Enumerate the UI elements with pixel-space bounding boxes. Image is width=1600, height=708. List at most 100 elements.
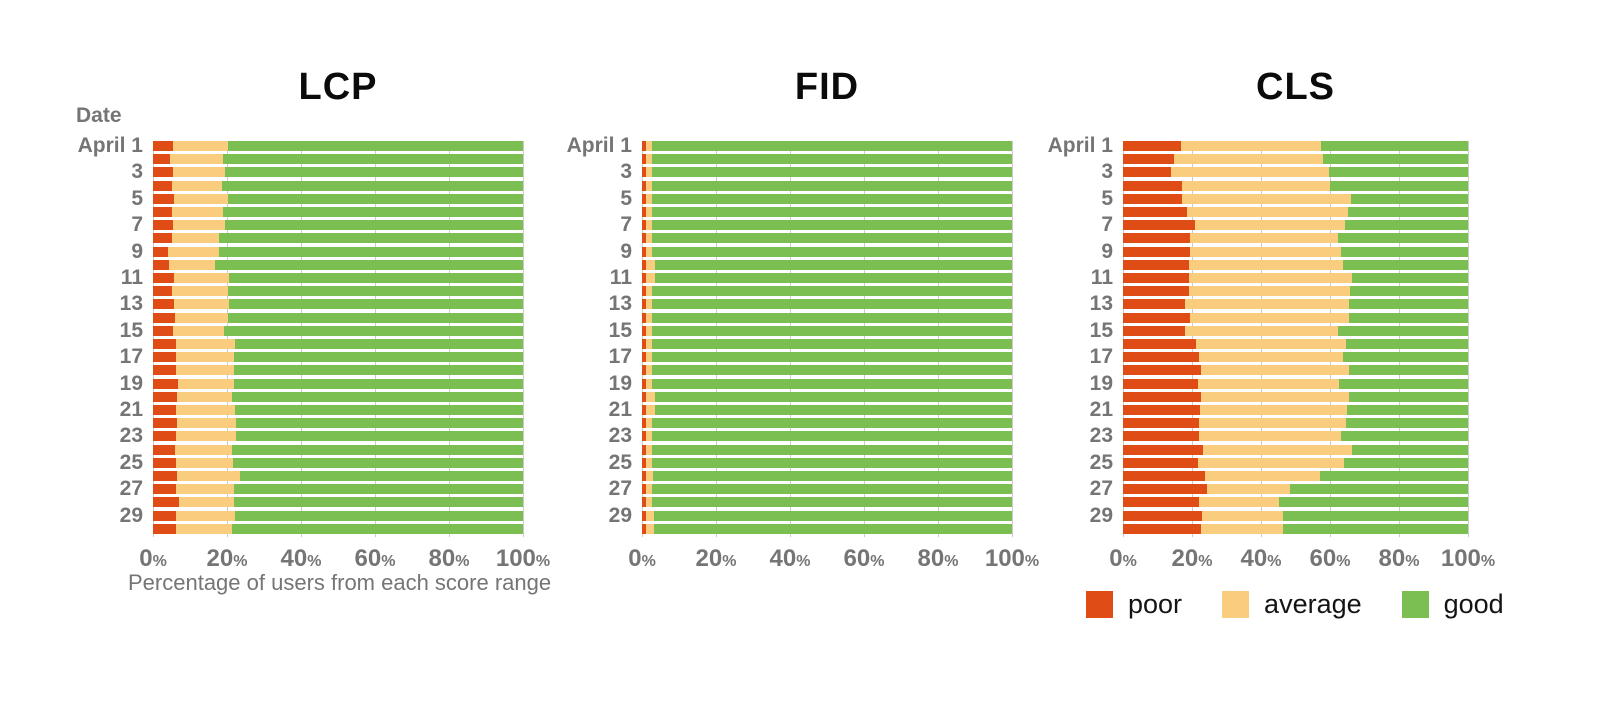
segment-poor (153, 259, 169, 270)
segment-poor (153, 523, 176, 534)
x-axis-label: Percentage of users from each score rang… (128, 570, 552, 595)
segment-poor (1123, 312, 1191, 323)
segment-average (646, 497, 652, 508)
segment-average (174, 312, 229, 323)
segment-good (235, 431, 523, 442)
segment-good (651, 233, 1012, 244)
segment-good (1346, 405, 1468, 415)
segment-good (1350, 286, 1468, 297)
segment-poor (1123, 378, 1198, 389)
legend-label-poor: poor (1128, 589, 1183, 619)
segment-poor (1123, 405, 1200, 415)
segment-poor (642, 523, 647, 534)
bar-row-april-27 (1123, 484, 1468, 495)
segment-average (172, 233, 220, 244)
segment-good (1329, 180, 1468, 191)
y-axis-label-11: 11 (1090, 266, 1113, 289)
segment-good (651, 167, 1012, 178)
bar-row-april-18 (1123, 365, 1468, 376)
segment-average (646, 325, 652, 336)
segment-average (1185, 299, 1349, 310)
segment-average (1205, 471, 1320, 481)
segment-average (172, 207, 224, 217)
y-axis-label-19: 19 (1089, 371, 1113, 395)
segment-good (1349, 365, 1468, 376)
segment-poor (642, 391, 647, 402)
segment-average (1185, 325, 1338, 336)
segment-poor (642, 431, 647, 442)
segment-good (1349, 391, 1468, 402)
bar-row-april-13 (642, 299, 1012, 310)
segment-good (1278, 497, 1468, 508)
bar-row-april-10 (153, 259, 523, 270)
bar-row-april-29 (153, 510, 523, 521)
segment-poor (642, 365, 647, 376)
segment-average (176, 431, 236, 442)
segment-good (1345, 418, 1468, 429)
bar-row-april-12 (1123, 286, 1468, 297)
segment-poor (153, 141, 173, 151)
y-axis-label-29: 29 (119, 503, 143, 527)
segment-average (646, 405, 655, 415)
cls-chart-title: CLS (1256, 66, 1335, 108)
segment-poor (642, 352, 647, 363)
y-axis-label-5: 5 (131, 186, 143, 210)
bar-row-april-28 (153, 497, 523, 508)
segment-good (228, 141, 523, 151)
segment-poor (153, 391, 177, 402)
segment-good (651, 325, 1012, 336)
bar-row-april-10 (1123, 259, 1468, 270)
segment-good (223, 325, 523, 336)
segment-poor (1123, 457, 1198, 468)
segment-average (646, 431, 652, 442)
segment-good (1345, 339, 1468, 349)
bar-row-april-23 (642, 431, 1012, 442)
bar-row-april-19 (1123, 378, 1468, 389)
segment-poor (153, 444, 175, 455)
segment-average (172, 220, 226, 231)
segment-average (646, 286, 652, 297)
segment-average (1203, 444, 1352, 455)
bar-row-april-21 (153, 405, 523, 415)
segment-average (1181, 193, 1351, 204)
y-axis-label-21: 21 (119, 398, 143, 421)
segment-average (1199, 418, 1346, 429)
segment-average (1198, 431, 1342, 442)
segment-average (1199, 405, 1347, 415)
segment-good (651, 141, 1012, 151)
segment-poor (642, 471, 647, 481)
segment-average (646, 523, 654, 534)
bar-row-april-7 (1123, 220, 1468, 231)
segment-good (1282, 510, 1468, 521)
segment-average (173, 193, 229, 204)
segment-poor (1123, 510, 1202, 521)
x-axis-tick-100: 100% (495, 545, 551, 572)
bar-row-april-30 (1123, 523, 1468, 534)
segment-average (1188, 259, 1343, 270)
segment-good (1345, 220, 1468, 231)
segment-good (1337, 325, 1468, 336)
segment-poor (642, 193, 647, 204)
x-axis-tick-80: 80% (428, 545, 470, 572)
segment-average (1189, 246, 1341, 257)
date-axis-header: Date (76, 104, 122, 127)
segment-poor (642, 299, 647, 310)
segment-average (172, 141, 229, 151)
bar-row-april-2 (153, 154, 523, 165)
segment-poor (153, 431, 177, 442)
segment-average (646, 246, 652, 257)
segment-average (178, 497, 235, 508)
segment-poor (1123, 352, 1200, 363)
bar-row-april-26 (642, 471, 1012, 481)
segment-average (646, 457, 652, 468)
bar-row-april-6 (1123, 207, 1468, 217)
segment-good (234, 510, 523, 521)
segment-poor (1123, 418, 1200, 429)
segment-average (1198, 497, 1279, 508)
segment-good (651, 312, 1012, 323)
segment-average (176, 339, 236, 349)
segment-good (225, 220, 523, 231)
segment-good (651, 286, 1012, 297)
bar-row-april-23 (153, 431, 523, 442)
bar-row-april-21 (1123, 405, 1468, 415)
